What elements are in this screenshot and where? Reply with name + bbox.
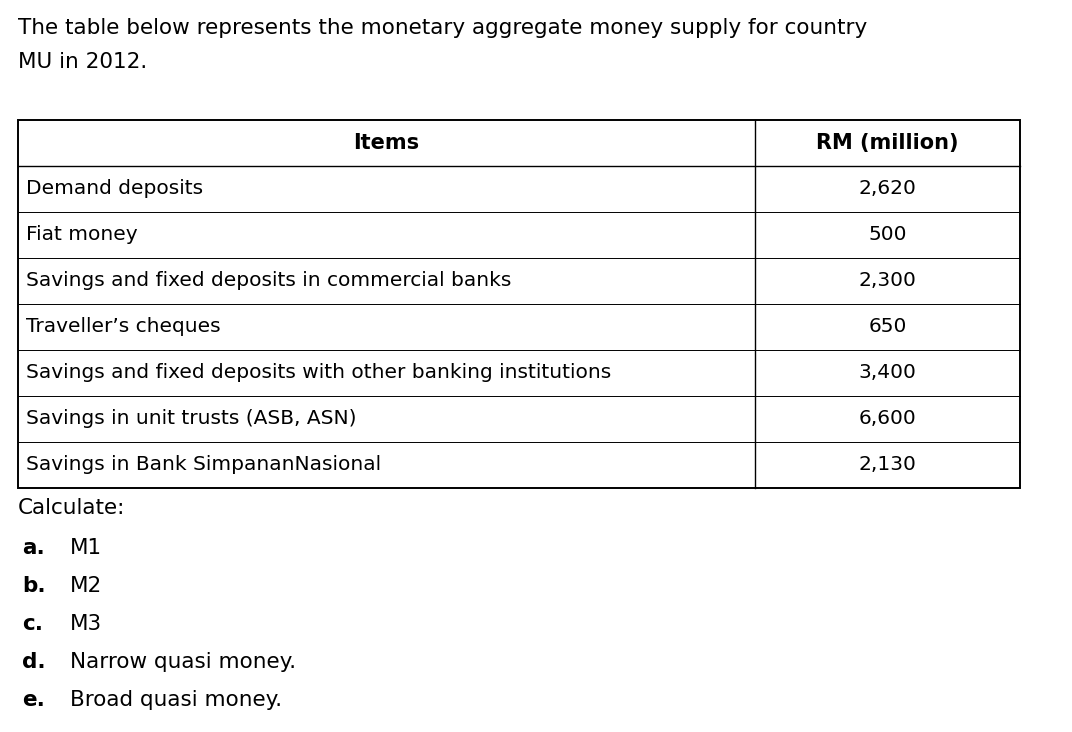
Text: Narrow quasi money.: Narrow quasi money. — [70, 652, 296, 672]
Text: e.: e. — [23, 690, 45, 710]
Text: Savings in Bank SimpananNasional: Savings in Bank SimpananNasional — [26, 455, 382, 474]
Text: M2: M2 — [70, 576, 102, 596]
Text: 2,620: 2,620 — [859, 179, 917, 198]
Text: Savings and fixed deposits with other banking institutions: Savings and fixed deposits with other ba… — [26, 364, 611, 383]
Text: Savings and fixed deposits in commercial banks: Savings and fixed deposits in commercial… — [26, 272, 511, 291]
Text: d.: d. — [23, 652, 46, 672]
Text: Demand deposits: Demand deposits — [26, 179, 203, 198]
Text: a.: a. — [23, 538, 45, 558]
Text: b.: b. — [23, 576, 46, 596]
Text: Traveller’s cheques: Traveller’s cheques — [26, 318, 221, 337]
Text: Calculate:: Calculate: — [18, 498, 125, 518]
Text: Fiat money: Fiat money — [26, 225, 137, 244]
Text: c.: c. — [23, 614, 43, 634]
Bar — [18, 120, 1019, 488]
Text: 2,300: 2,300 — [859, 272, 917, 291]
Text: 3,400: 3,400 — [859, 364, 917, 383]
Text: RM (million): RM (million) — [816, 133, 958, 153]
Text: 500: 500 — [868, 225, 907, 244]
Text: M3: M3 — [70, 614, 102, 634]
Text: Items: Items — [354, 133, 419, 153]
Text: Savings in unit trusts (ASB, ASN): Savings in unit trusts (ASB, ASN) — [26, 409, 357, 428]
Text: The table below represents the monetary aggregate money supply for country: The table below represents the monetary … — [18, 18, 867, 38]
Text: 650: 650 — [868, 318, 907, 337]
Text: 2,130: 2,130 — [859, 455, 917, 474]
Text: MU in 2012.: MU in 2012. — [18, 52, 147, 72]
Text: Broad quasi money.: Broad quasi money. — [70, 690, 282, 710]
Text: 6,600: 6,600 — [859, 409, 917, 428]
Text: M1: M1 — [70, 538, 102, 558]
